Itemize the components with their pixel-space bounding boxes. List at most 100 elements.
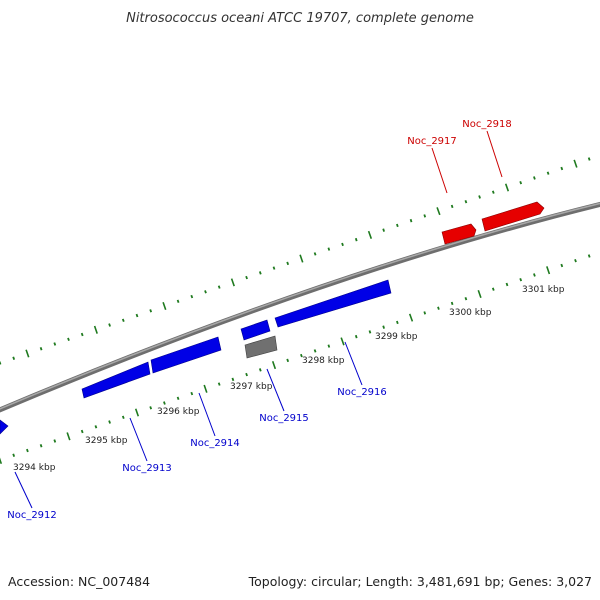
reverse-scale-track — [0, 255, 590, 464]
gene-label-noc-2916[interactable]: Noc_2916 — [337, 387, 387, 398]
minor-tick — [370, 331, 371, 334]
leader-line-noc-2913 — [130, 418, 147, 461]
genome-title: Nitrosococcus oceani ATCC 19707, complet… — [126, 11, 474, 26]
minor-tick — [41, 444, 42, 447]
scale-label: 3301 kbp — [522, 285, 565, 295]
gene-label-noc-2913[interactable]: Noc_2913 — [122, 463, 172, 474]
minor-tick — [68, 338, 69, 341]
gene-label-noc-2912[interactable]: Noc_2912 — [7, 510, 57, 521]
minor-tick — [123, 319, 124, 322]
minor-tick — [123, 416, 124, 419]
minor-tick — [548, 172, 549, 175]
minor-tick — [328, 345, 329, 348]
minor-tick — [452, 302, 453, 305]
minor-tick — [232, 378, 233, 381]
minor-tick — [438, 307, 439, 310]
minor-tick — [54, 440, 55, 443]
minor-tick — [137, 314, 138, 317]
genome-summary-text: Topology: circular; Length: 3,481,691 bp… — [248, 574, 592, 589]
scale-label: 3300 kbp — [449, 308, 492, 318]
minor-tick — [178, 300, 179, 303]
minor-tick — [246, 276, 247, 279]
minor-tick — [465, 200, 466, 203]
minor-tick — [191, 392, 192, 395]
minor-tick — [178, 397, 179, 400]
minor-tick — [109, 324, 110, 327]
minor-tick — [150, 406, 151, 409]
minor-tick — [82, 430, 83, 433]
scale-label: 3296 kbp — [157, 407, 200, 417]
minor-tick — [13, 454, 14, 457]
gene-label-noc-2918[interactable]: Noc_2918 — [462, 119, 512, 130]
feature-block — [245, 336, 277, 358]
minor-tick — [0, 362, 1, 365]
major-tick — [26, 350, 29, 358]
gene-arrow-noc-2916[interactable] — [275, 280, 391, 327]
leader-line-noc-2912 — [15, 472, 32, 508]
major-tick — [410, 314, 413, 322]
minor-tick — [95, 425, 96, 428]
leader-line-noc-2916 — [345, 342, 362, 385]
major-tick — [0, 456, 1, 464]
gene-label-noc-2917[interactable]: Noc_2917 — [407, 136, 457, 147]
minor-tick — [315, 350, 316, 353]
minor-tick — [315, 253, 316, 256]
major-tick — [547, 266, 550, 274]
minor-tick — [219, 383, 220, 386]
minor-tick — [219, 286, 220, 289]
gene-label-noc-2914[interactable]: Noc_2914 — [190, 438, 240, 449]
minor-tick — [164, 402, 165, 405]
scale-label: 3297 kbp — [230, 382, 273, 392]
minor-tick — [260, 271, 261, 274]
minor-tick — [575, 259, 576, 262]
minor-tick — [328, 248, 329, 251]
minor-tick — [493, 191, 494, 194]
minor-tick — [534, 274, 535, 277]
minor-tick — [520, 278, 521, 281]
major-tick — [437, 207, 440, 215]
minor-tick — [150, 309, 151, 312]
minor-tick — [507, 283, 508, 286]
scale-label: 3294 kbp — [13, 463, 56, 473]
major-tick — [95, 326, 98, 334]
minor-tick — [27, 449, 28, 452]
scale-label: 3295 kbp — [85, 436, 128, 446]
major-tick — [232, 279, 235, 287]
minor-tick — [561, 264, 562, 267]
minor-tick — [260, 368, 261, 371]
minor-tick — [287, 262, 288, 265]
scale-label: 3299 kbp — [375, 332, 418, 342]
minor-tick — [589, 255, 590, 258]
major-tick — [574, 160, 577, 168]
minor-tick — [561, 167, 562, 170]
major-tick — [204, 385, 207, 393]
minor-tick — [383, 229, 384, 232]
minor-tick — [54, 343, 55, 346]
minor-tick — [342, 243, 343, 246]
minor-tick — [397, 321, 398, 324]
gene-label-noc-2915[interactable]: Noc_2915 — [259, 413, 309, 424]
forward-scale-track — [0, 158, 590, 365]
gene-arrow-noc-2913[interactable] — [82, 362, 150, 398]
minor-tick — [356, 335, 357, 338]
minor-tick — [109, 421, 110, 424]
minor-tick — [205, 290, 206, 293]
scale-label: 3298 kbp — [302, 356, 345, 366]
minor-tick — [356, 238, 357, 241]
major-tick — [136, 409, 139, 417]
major-tick — [341, 338, 344, 346]
major-tick — [300, 255, 303, 263]
major-tick — [273, 361, 276, 369]
minor-tick — [13, 357, 14, 360]
gene-arrow-noc-2915[interactable] — [241, 320, 270, 340]
gene-arrow-noc-2912[interactable] — [0, 420, 8, 434]
minor-tick — [479, 196, 480, 199]
minor-tick — [246, 373, 247, 376]
minor-tick — [493, 288, 494, 291]
minor-tick — [287, 359, 288, 362]
minor-tick — [465, 297, 466, 300]
minor-tick — [520, 181, 521, 184]
accession-text: Accession: NC_007484 — [8, 574, 150, 589]
minor-tick — [383, 326, 384, 329]
